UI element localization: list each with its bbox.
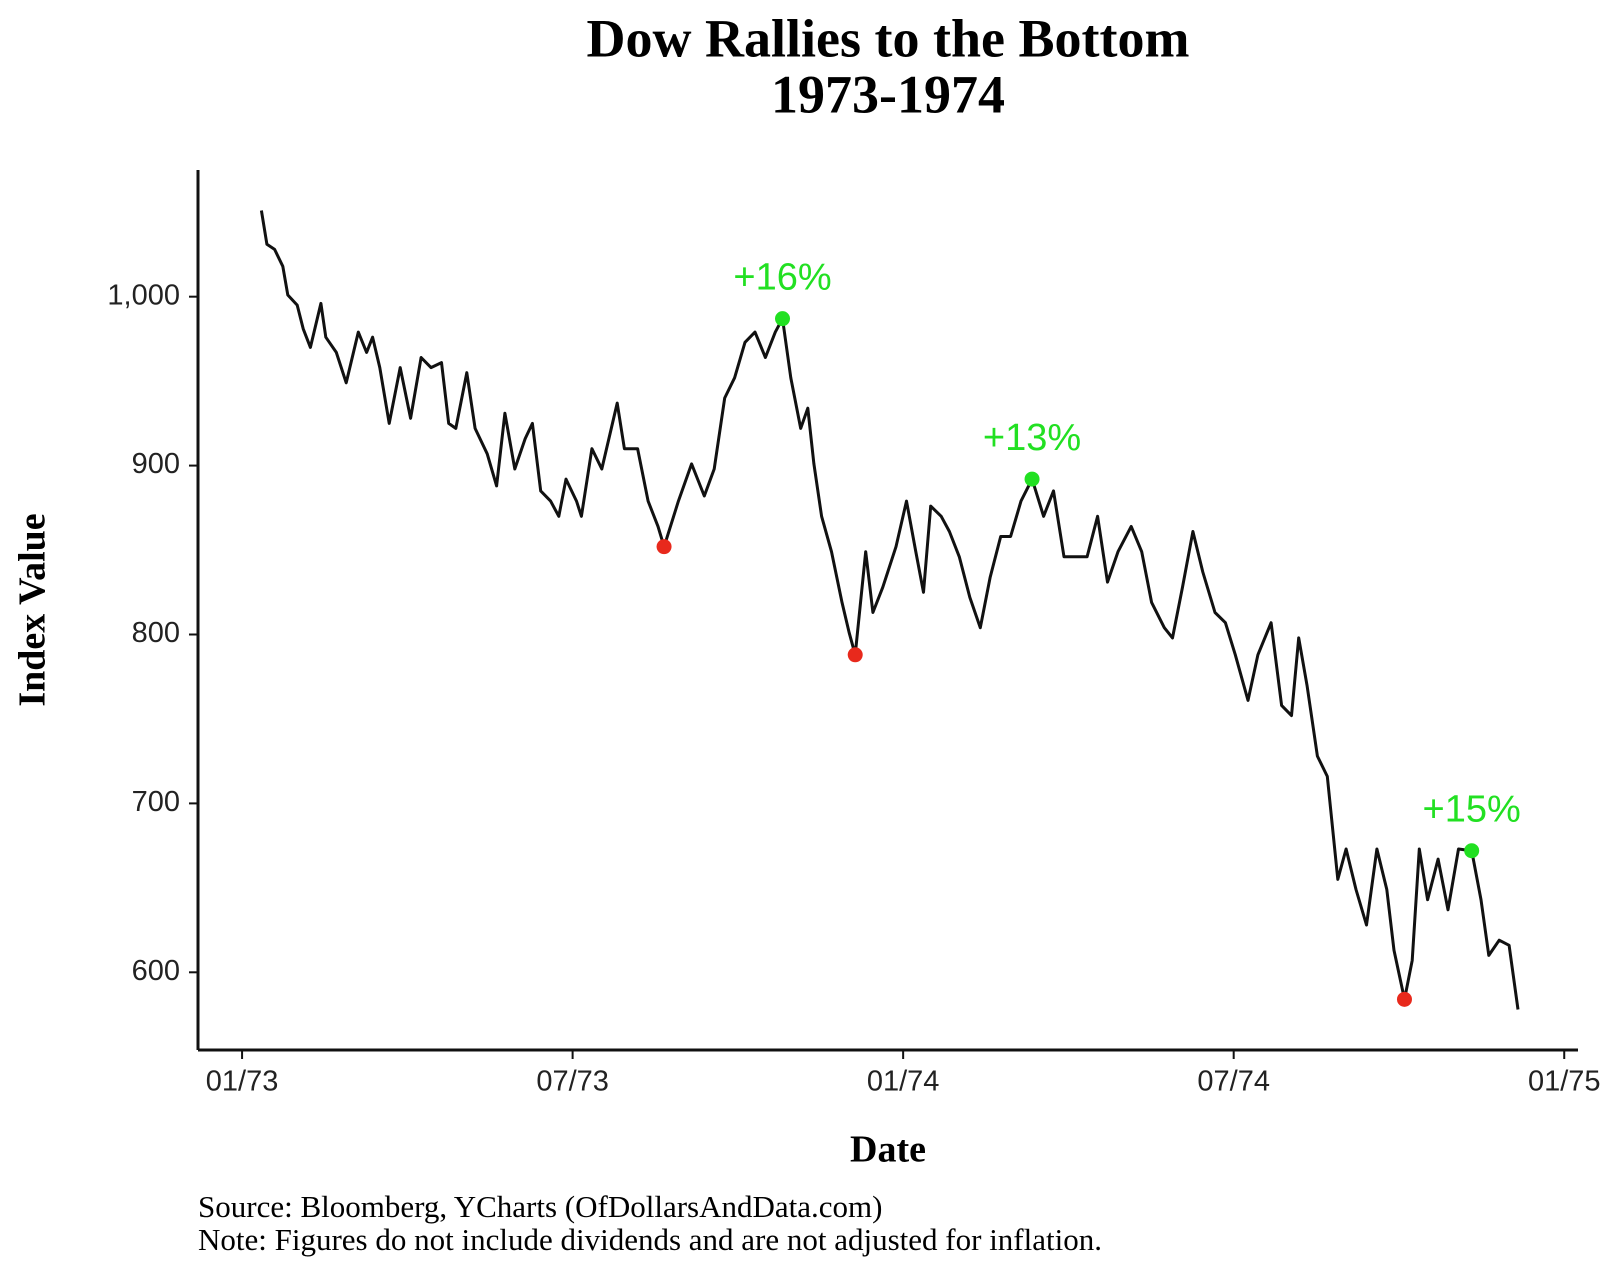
source-note: Source: Bloomberg, YCharts (OfDollarsAnd… bbox=[198, 1189, 882, 1224]
y-tick-label: 800 bbox=[132, 617, 180, 649]
y-tick-label: 600 bbox=[132, 955, 180, 987]
rally-annotation: +15% bbox=[1423, 789, 1521, 831]
rally-annotation: +16% bbox=[733, 257, 831, 299]
x-tick-label: 01/73 bbox=[206, 1066, 279, 1098]
x-tick-label: 01/75 bbox=[1528, 1066, 1600, 1098]
data-line bbox=[259, 210, 1520, 1010]
point-marker bbox=[847, 647, 863, 663]
y-tick-label: 700 bbox=[132, 786, 180, 818]
y-axis-label: Index Value bbox=[12, 513, 54, 706]
y-tick-label: 900 bbox=[132, 448, 180, 480]
x-axis-label: Date bbox=[850, 1129, 926, 1171]
rally-annotation: +13% bbox=[983, 417, 1081, 459]
point-marker bbox=[1464, 843, 1480, 859]
chart-title: Dow Rallies to the Bottom bbox=[587, 8, 1190, 68]
point-marker bbox=[1024, 471, 1040, 487]
footnote: Note: Figures do not include dividends a… bbox=[198, 1222, 1102, 1257]
point-marker bbox=[775, 311, 791, 327]
chart-subtitle: 1973-1974 bbox=[771, 64, 1005, 124]
y-tick-label: 1,000 bbox=[107, 279, 180, 311]
point-marker bbox=[656, 539, 672, 555]
x-tick-label: 01/74 bbox=[867, 1066, 940, 1098]
x-tick-label: 07/74 bbox=[1197, 1066, 1270, 1098]
x-tick-label: 07/73 bbox=[536, 1066, 609, 1098]
point-marker bbox=[1396, 991, 1412, 1007]
